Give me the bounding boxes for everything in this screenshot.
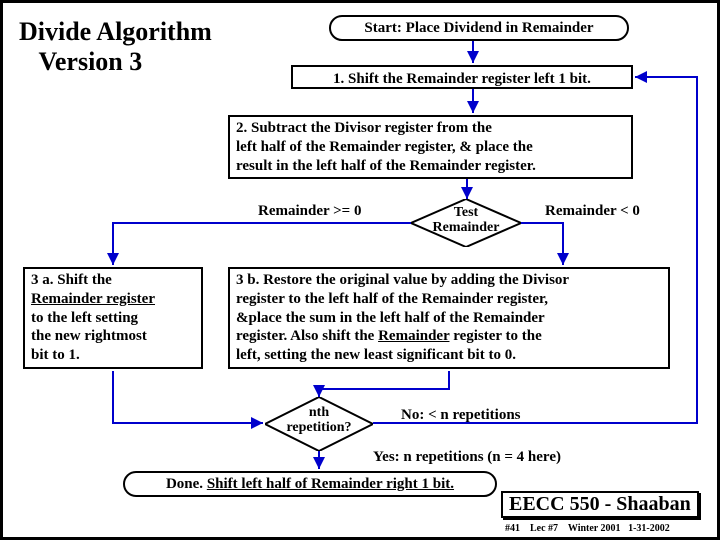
start-text: Start: Place Dividend in Remainder [364, 20, 593, 37]
step1-box: 1. Shift the Remainder register left 1 b… [291, 65, 633, 89]
step1-text: 1. Shift the Remainder register left 1 b… [333, 71, 591, 87]
slide-title: Divide Algorithm Version 3 [19, 17, 212, 77]
start-node: Start: Place Dividend in Remainder [329, 15, 629, 41]
footer-slide: #41 [505, 523, 520, 534]
s3b-l1: register to the left half of the Remaind… [236, 291, 548, 307]
step2-l0: 2. Subtract the Divisor register from th… [236, 120, 492, 136]
title-line1: Divide Algorithm [19, 17, 212, 46]
rep-right-label: No: < n repetitions [401, 407, 521, 424]
s3b-l4: left, setting the new least significant … [236, 347, 516, 363]
s3b-l2: &place the sum in the left half of the R… [236, 310, 545, 326]
footer-lec: Lec #7 [530, 523, 558, 534]
s3a-l4: bit to 1. [31, 347, 80, 363]
footer-date: 1-31-2002 [628, 523, 670, 534]
step2-l2: result in the left half of the Remainder… [236, 158, 536, 174]
step3a-box: 3 a. Shift the Remainder register to the… [23, 267, 203, 369]
step2-box: 2. Subtract the Divisor register from th… [228, 115, 633, 179]
test-l2: Remainder [433, 220, 500, 235]
rep-l1: nth [309, 405, 329, 420]
done-text: Done. Shift left half of Remainder right… [166, 476, 454, 493]
rep-l2: repetition? [286, 420, 351, 435]
s3a-l0: 3 a. Shift the [31, 272, 112, 288]
s3a-l1: Remainder register [31, 291, 155, 307]
rep-bottom-label: Yes: n repetitions (n = 4 here) [373, 449, 561, 466]
footer-meta: #41 Lec #7 Winter 2001 1-31-2002 [505, 523, 670, 534]
done-node: Done. Shift left half of Remainder right… [123, 471, 497, 497]
rep-diamond: nth repetition? [265, 397, 373, 451]
slide-frame: Divide Algorithm Version 3 Start: Place … [0, 0, 720, 540]
test-l1: Test [454, 205, 478, 220]
footer-term: Winter 2001 [568, 523, 621, 534]
test-left-label: Remainder >= 0 [258, 203, 361, 220]
test-diamond: Test Remainder [411, 199, 521, 247]
step2-l1: left half of the Remainder register, & p… [236, 139, 533, 155]
s3a-l2: to the left setting [31, 310, 138, 326]
s3a-l3: the new rightmost [31, 328, 147, 344]
s3b-l0: 3 b. Restore the original value by addin… [236, 272, 569, 288]
s3b-l3: register. Also shift the Remainder regis… [236, 328, 542, 344]
step3b-box: 3 b. Restore the original value by addin… [228, 267, 670, 369]
footer-course: EECC 550 - Shaaban [501, 491, 699, 518]
test-right-label: Remainder < 0 [545, 203, 640, 220]
title-line2: Version 3 [39, 47, 143, 76]
